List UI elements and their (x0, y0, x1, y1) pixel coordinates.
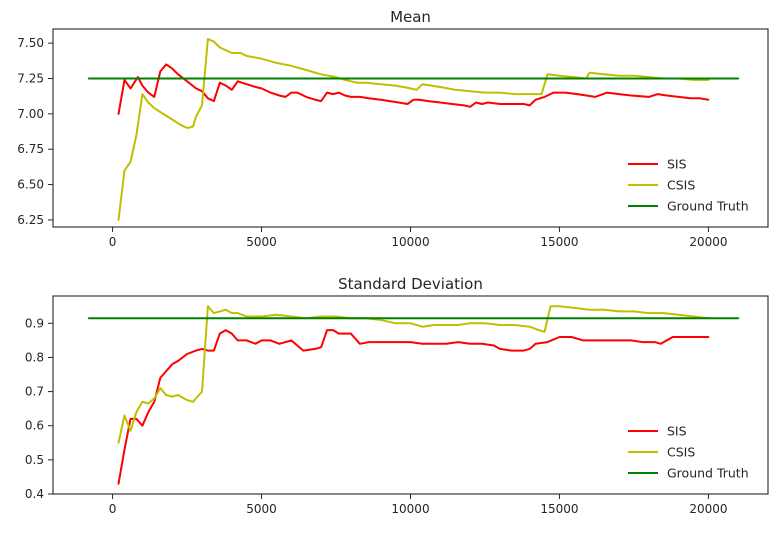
x-tick-label: 5000 (246, 502, 277, 516)
y-tick-label: 0.9 (25, 316, 44, 330)
y-tick-label: 0.6 (25, 419, 44, 433)
y-tick-label: 7.25 (17, 72, 44, 86)
x-tick-label: 0 (109, 235, 117, 249)
legend-label: CSIS (667, 445, 695, 460)
y-tick-label: 0.4 (25, 487, 44, 501)
y-tick-label: 0.5 (25, 453, 44, 467)
series-line-csis (119, 306, 709, 443)
x-tick-label: 15000 (540, 235, 578, 249)
legend-label: SIS (667, 157, 687, 172)
series-lines (89, 39, 738, 220)
axes-frame (53, 296, 768, 494)
y-tick-label: 0.8 (25, 350, 44, 364)
y-tick-label: 7.50 (17, 36, 44, 50)
x-tick-label: 0 (109, 502, 117, 516)
x-tick-label: 10000 (391, 502, 429, 516)
legend-label: Ground Truth (667, 199, 749, 214)
legend-label: CSIS (667, 178, 695, 193)
x-tick-label: 20000 (689, 235, 727, 249)
chart-title: Mean (390, 8, 431, 26)
series-line-sis (119, 330, 709, 484)
chart-panel-1: Mean 0 5000 10000 15000 20000 6.25 6.50 6.75 7.00… (17, 8, 768, 249)
legend: SIS CSIS Ground Truth (628, 424, 749, 481)
y-tick-label: 7.00 (17, 107, 44, 121)
x-tick-label: 5000 (246, 235, 277, 249)
x-tick-label: 20000 (689, 502, 727, 516)
axes-frame (53, 29, 768, 227)
legend-label: SIS (667, 424, 687, 439)
x-tick-label: 10000 (391, 235, 429, 249)
chart-title: Standard Deviation (338, 275, 483, 293)
x-tick-label: 15000 (540, 502, 578, 516)
legend: SIS CSIS Ground Truth (628, 157, 749, 214)
legend-label: Ground Truth (667, 466, 749, 481)
series-lines (89, 306, 738, 484)
y-tick-label: 0.7 (25, 385, 44, 399)
y-tick-label: 6.25 (17, 213, 44, 227)
y-tick-label: 6.50 (17, 178, 44, 192)
series-line-csis (119, 39, 709, 220)
chart-panel-2: Standard Deviation 0 5000 10000 15000 20000 0.… (25, 275, 768, 516)
y-tick-label: 6.75 (17, 142, 44, 156)
